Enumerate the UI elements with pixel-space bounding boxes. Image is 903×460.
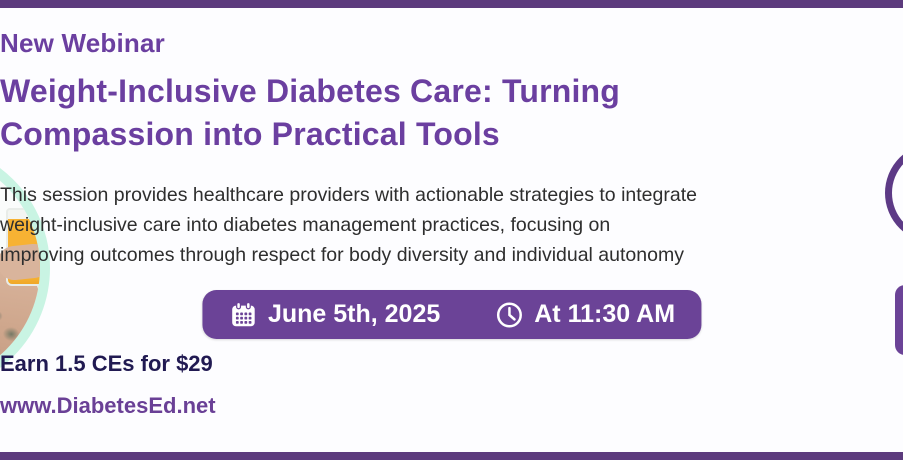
webinar-description: This session provides healthcare provide… — [0, 180, 903, 270]
ce-offer-text: Earn 1.5 CEs for $29 — [0, 351, 213, 376]
eyebrow-new-webinar: New Webinar — [0, 28, 165, 58]
clock-icon — [494, 300, 524, 330]
description-line: This session provides healthcare provide… — [0, 184, 697, 206]
webinar-title-line2: Compassion into Practical Tools — [0, 116, 500, 152]
website-link[interactable]: www.DiabetesEd.net — [0, 393, 216, 418]
top-border-bar — [0, 0, 903, 8]
calendar-icon — [228, 300, 258, 330]
webinar-title-line1: Weight-Inclusive Diabetes Care: Turning — [0, 73, 621, 109]
schedule-date: June 5th, 2025 — [267, 300, 441, 328]
schedule-time: At 11:30 AM — [534, 300, 676, 328]
webinar-title: Weight-Inclusive Diabetes Care: Turning … — [0, 70, 903, 156]
right-edge-tab-decoration — [895, 285, 903, 355]
pill-spacer — [450, 314, 484, 315]
schedule-pill: June 5th, 2025 At 11:30 AM — [201, 290, 702, 339]
bottom-border-bar — [0, 452, 903, 460]
description-line: improving outcomes through respect for b… — [0, 244, 684, 266]
description-line: weight-inclusive care into diabetes mana… — [0, 214, 611, 236]
